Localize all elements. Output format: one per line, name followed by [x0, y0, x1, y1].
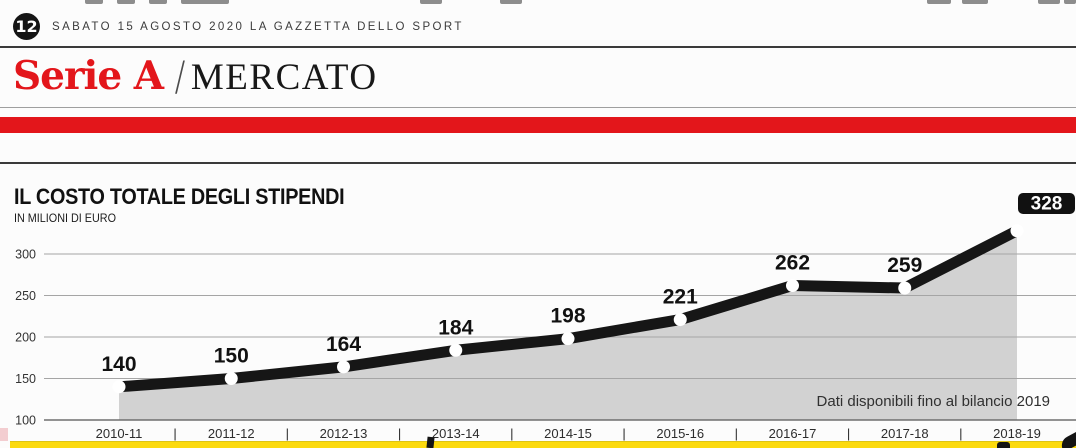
value-label-2016-17: 262 [775, 252, 810, 275]
cropped-print-artifact-top [420, 0, 442, 4]
data-point-marker-2018-19 [1010, 224, 1024, 238]
section-subtitle: MERCATO [190, 57, 378, 98]
value-label-2018-19: 328 [1031, 194, 1063, 215]
value-label-2010-11: 140 [101, 353, 136, 376]
cropped-print-artifact-left [0, 428, 8, 441]
value-label-2011-12: 150 [214, 345, 249, 368]
x-axis-separator: | [398, 426, 401, 441]
data-point-marker-2011-12 [224, 372, 238, 385]
cropped-print-artifact-top [962, 0, 988, 4]
x-axis-label-2012-13: 2012-13 [320, 426, 368, 441]
x-axis-label-2010-11: 2010-11 [96, 426, 143, 441]
data-point-marker-2013-14 [449, 343, 463, 357]
chart-top-divider [0, 162, 1076, 164]
red-band [0, 117, 1076, 133]
data-point-marker-2014-15 [561, 332, 575, 346]
value-label-2017-18: 259 [887, 254, 922, 277]
cropped-print-artifact-top [1038, 0, 1060, 4]
data-point-marker-2015-16 [673, 313, 687, 327]
header-divider [0, 46, 1076, 48]
chart-subtitle: IN MILIONI DI EURO [14, 211, 117, 225]
value-label-2014-15: 198 [550, 305, 585, 328]
value-label-2015-16: 221 [663, 286, 698, 309]
cropped-print-artifact-top [927, 0, 951, 4]
cropped-print-artifact-top [85, 0, 103, 4]
yellow-band [10, 441, 1076, 448]
section-title: Serie A [13, 53, 164, 99]
chart-title: IL COSTO TOTALE DEGLI STIPENDI [14, 184, 345, 209]
x-axis-separator: | [847, 426, 850, 441]
cropped-print-artifact-top [500, 0, 522, 4]
x-axis-separator: | [622, 426, 625, 441]
cropped-print-artifact-top [181, 0, 229, 4]
x-axis-label-2013-14: 2013-14 [432, 426, 480, 441]
x-axis-separator: | [735, 426, 738, 441]
cropped-print-artifact-bottom-1 [426, 436, 435, 448]
cropped-print-artifact-top [1064, 0, 1076, 4]
availability-note: Dati disponibili fino al bilancio 2019 [817, 393, 1050, 410]
data-point-marker-2017-18 [898, 281, 912, 295]
thin-divider [0, 107, 1076, 108]
value-label-2012-13: 164 [326, 333, 361, 356]
x-axis-separator: | [173, 426, 176, 441]
x-axis-label-2014-15: 2014-15 [544, 426, 592, 441]
x-axis-label-2011-12: 2011-12 [208, 426, 255, 441]
value-label-2013-14: 184 [438, 316, 473, 339]
salary-chart: 100 150 200 250 300 140 150 164 184 198 221 262 259 3… [15, 193, 1076, 441]
y-axis-tick-300: 300 [15, 248, 36, 262]
cropped-print-artifact-bottom-2 [997, 442, 1010, 448]
section-header: Serie A / MERCATO [13, 48, 378, 104]
dateline: SABATO 15 AGOSTO 2020 LA GAZZETTA DELLO … [52, 21, 464, 33]
x-axis-label-2017-18: 2017-18 [881, 426, 929, 441]
cropped-print-artifact-top [149, 0, 167, 4]
x-axis-label-2016-17: 2016-17 [769, 426, 817, 441]
y-axis-tick-150: 150 [15, 372, 36, 386]
x-axis-label-2015-16: 2015-16 [656, 426, 704, 441]
data-point-marker-2012-13 [337, 360, 350, 374]
x-axis-separator: | [286, 426, 289, 441]
data-point-marker-2016-17 [786, 279, 799, 293]
page-number: 12 [15, 17, 38, 36]
cropped-print-artifact-top [117, 0, 135, 4]
y-axis-tick-100: 100 [15, 414, 36, 428]
data-point-marker-2010-11 [112, 380, 126, 394]
y-axis-tick-250: 250 [15, 289, 36, 303]
page-number-badge: 12 [13, 13, 40, 40]
x-axis-separator: | [959, 426, 962, 441]
x-axis-separator: | [510, 426, 513, 441]
y-axis-tick-200: 200 [15, 331, 36, 345]
x-axis-label-2018-19: 2018-19 [993, 426, 1041, 441]
highlight-value-box [1018, 193, 1075, 214]
